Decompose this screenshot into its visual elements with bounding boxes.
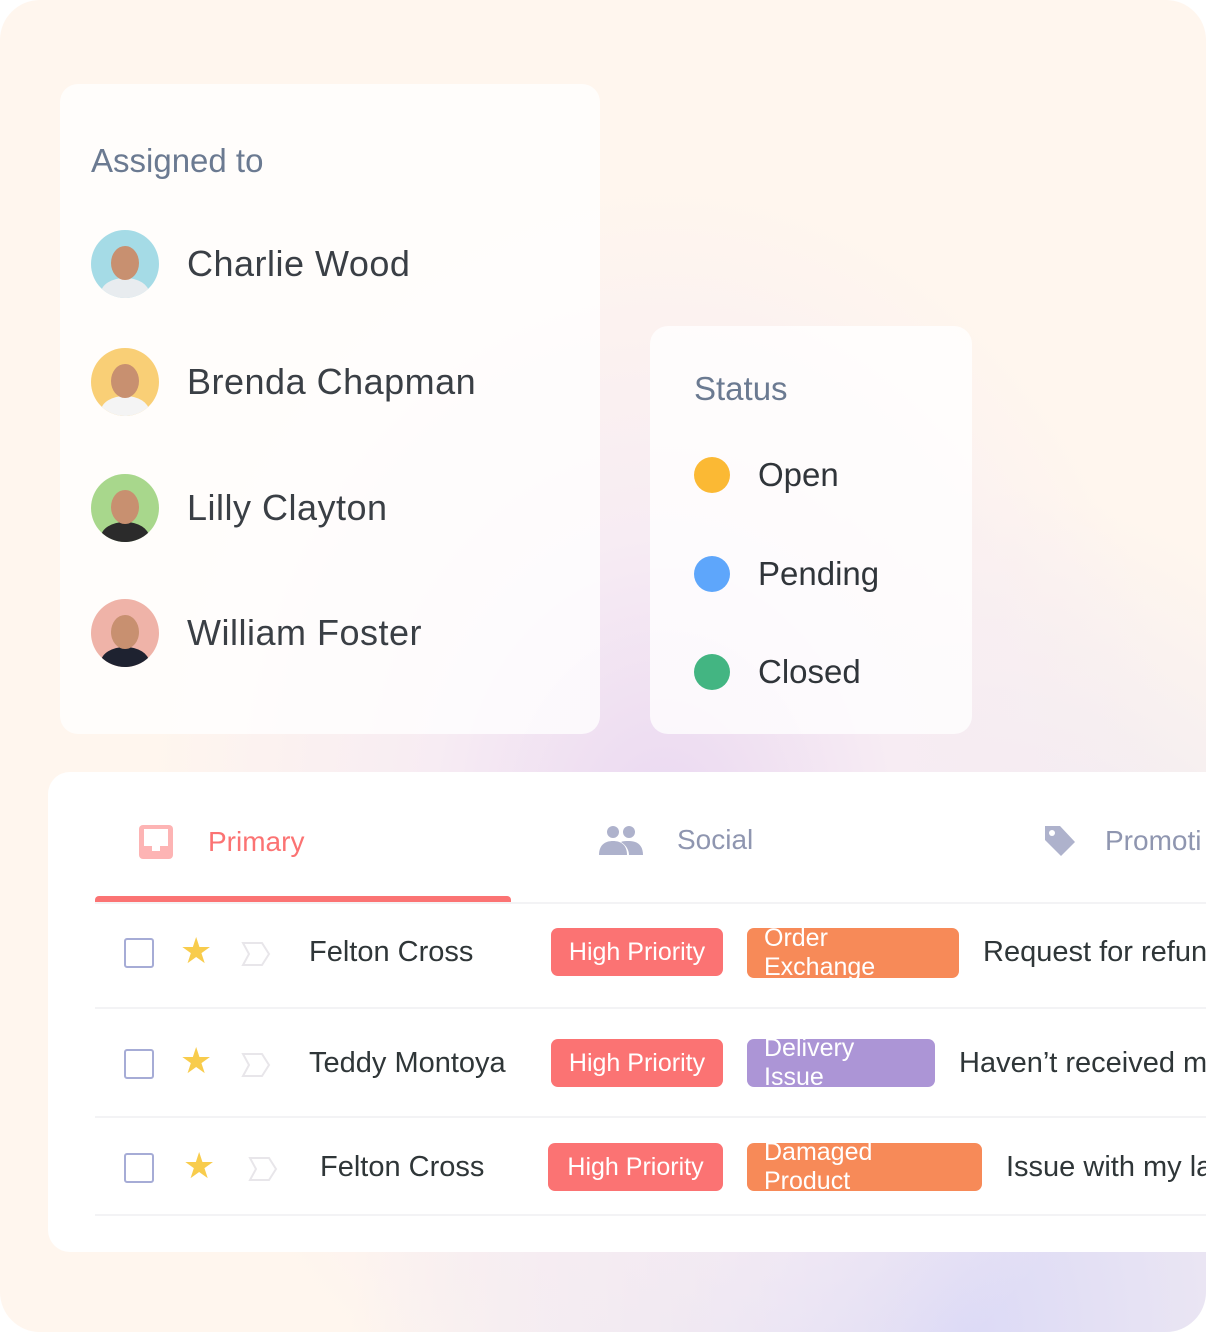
status-heading: Status [694, 370, 788, 407]
tab-label: Promoti [1105, 825, 1202, 856]
status-dot-icon [694, 556, 730, 592]
assignee-brenda-chapman[interactable]: Brenda Chapman [91, 348, 476, 416]
status-dot-icon [694, 654, 730, 690]
sender-name: Felton Cross [320, 1151, 485, 1183]
label-arrow-icon[interactable] [241, 941, 271, 967]
avatar [91, 599, 159, 667]
active-tab-indicator [95, 896, 511, 903]
tag-order-exchange[interactable]: Order Exchange [747, 924, 959, 981]
assignee-name: Lilly Clayton [187, 487, 388, 528]
select-checkbox[interactable] [124, 1049, 154, 1079]
star-icon[interactable]: ★ [183, 1145, 216, 1186]
status-pending[interactable]: Pending [694, 555, 879, 593]
tab-primary[interactable]: Primary [138, 824, 304, 860]
divider [95, 902, 1206, 904]
tag-high-priority[interactable]: High Priority [551, 928, 723, 976]
status-panel: Status Open Pending Closed [650, 326, 972, 734]
star-icon[interactable]: ★ [180, 930, 213, 971]
email-subject: Request for refun [983, 936, 1206, 968]
tag-high-priority[interactable]: High Priority [548, 1143, 723, 1191]
inbox-panel: Primary Social Promoti ★ Felton Cross Hi… [48, 772, 1206, 1252]
assigned-to-heading: Assigned to [91, 142, 264, 179]
tab-label: Primary [208, 826, 305, 857]
email-row[interactable]: ★ Felton Cross High Priority Order Excha… [48, 924, 1206, 984]
tab-label: Social [677, 824, 754, 855]
assignee-name: Charlie Wood [187, 243, 411, 284]
status-label: Pending [758, 555, 880, 592]
assignee-name: Brenda Chapman [187, 361, 477, 402]
select-checkbox[interactable] [124, 1153, 154, 1183]
label-arrow-icon[interactable] [248, 1156, 278, 1182]
tag-high-priority[interactable]: High Priority [551, 1039, 723, 1087]
status-open[interactable]: Open [694, 456, 839, 494]
tab-social[interactable]: Social [599, 824, 753, 856]
assignee-lilly-clayton[interactable]: Lilly Clayton [91, 474, 388, 542]
label-arrow-icon[interactable] [241, 1052, 271, 1078]
star-icon[interactable]: ★ [180, 1040, 213, 1081]
select-checkbox[interactable] [124, 938, 154, 968]
email-row[interactable]: ★ Teddy Montoya High Priority Delivery I… [48, 1034, 1206, 1095]
tab-promotions[interactable]: Promoti [1043, 824, 1201, 858]
divider [95, 1007, 1206, 1009]
assigned-to-panel: Assigned to Charlie Wood Brenda Chapman … [60, 84, 600, 734]
status-closed[interactable]: Closed [694, 653, 861, 691]
status-label: Closed [758, 653, 861, 690]
assignee-charlie-wood[interactable]: Charlie Wood [91, 230, 410, 298]
tag-damaged-product[interactable]: Damaged Product [747, 1138, 982, 1195]
assignee-william-foster[interactable]: William Foster [91, 599, 422, 667]
divider [95, 1214, 1206, 1216]
status-dot-icon [694, 457, 730, 493]
avatar [91, 230, 159, 298]
avatar [91, 474, 159, 542]
status-label: Open [758, 456, 839, 493]
email-subject: Issue with my la [1006, 1151, 1206, 1183]
sender-name: Teddy Montoya [309, 1047, 506, 1079]
email-subject: Haven’t received my [959, 1047, 1206, 1079]
assignee-name: William Foster [187, 612, 423, 653]
tag-delivery-issue[interactable]: Delivery Issue [747, 1034, 935, 1091]
inbox-icon [139, 825, 173, 859]
divider [95, 1116, 1206, 1118]
email-row[interactable]: ★ Felton Cross High Priority Damaged Pro… [48, 1138, 1206, 1199]
people-icon [599, 826, 643, 855]
tag-icon [1045, 826, 1075, 856]
avatar [91, 348, 159, 416]
sender-name: Felton Cross [309, 936, 474, 968]
